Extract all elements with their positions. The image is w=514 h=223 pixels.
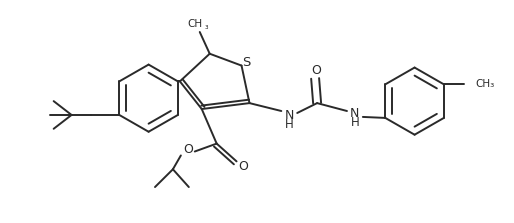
Text: O: O: [311, 64, 321, 77]
Text: H: H: [285, 118, 293, 131]
Text: N: N: [350, 107, 360, 120]
Text: CH₃: CH₃: [475, 79, 495, 89]
Text: O: O: [238, 160, 248, 173]
Text: ₃: ₃: [205, 22, 209, 31]
Text: O: O: [183, 143, 193, 156]
Text: H: H: [351, 116, 359, 129]
Text: S: S: [242, 56, 251, 69]
Text: CH: CH: [187, 19, 203, 29]
Text: N: N: [285, 109, 294, 122]
